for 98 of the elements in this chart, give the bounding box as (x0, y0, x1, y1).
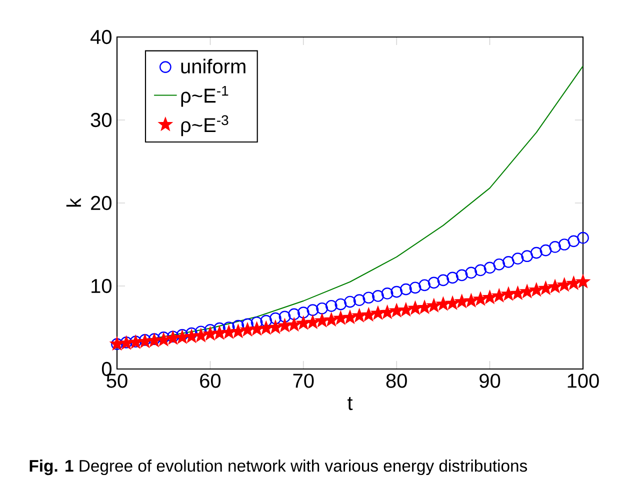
point (156, 332, 170, 346)
point (521, 250, 534, 262)
point (576, 274, 590, 288)
point (530, 283, 544, 296)
point (520, 284, 534, 298)
point (278, 310, 291, 323)
point (493, 258, 506, 270)
point (324, 313, 338, 326)
point (436, 297, 450, 310)
point (511, 286, 524, 300)
point (362, 308, 376, 321)
point (325, 300, 338, 312)
point (306, 316, 320, 328)
point (372, 290, 384, 302)
y-tick-label: 30 (90, 112, 112, 128)
point (158, 332, 170, 344)
point (465, 266, 478, 279)
y-tick-label: 40 (90, 30, 112, 44)
x-tick-label: 80 (386, 374, 407, 388)
y-tick-label: 10 (92, 278, 112, 294)
point (287, 318, 301, 331)
point (316, 302, 328, 314)
point (446, 272, 458, 284)
point (484, 262, 496, 274)
point (566, 276, 580, 290)
point (399, 303, 413, 316)
point (408, 301, 422, 314)
point (288, 308, 300, 320)
point (418, 279, 430, 292)
x-axis-title: t (348, 397, 353, 410)
y-axis-title: k (66, 198, 81, 207)
point (176, 329, 188, 341)
point (240, 322, 254, 336)
point (502, 256, 514, 268)
point (492, 288, 506, 302)
point (390, 304, 404, 317)
point (390, 286, 403, 298)
point (530, 246, 542, 259)
point (371, 306, 385, 320)
point (212, 326, 226, 340)
point (568, 235, 580, 248)
point (184, 330, 198, 342)
point (456, 269, 468, 282)
point (260, 314, 272, 327)
point (558, 238, 570, 250)
point (194, 328, 208, 342)
point (437, 274, 450, 286)
point (270, 312, 282, 324)
point (259, 321, 273, 334)
point (455, 294, 469, 308)
x-tick-label: 70 (293, 374, 314, 388)
point (231, 324, 245, 338)
text: Fig. 1 Degree of evolution network with various energy distributions (30, 460, 528, 476)
point (502, 287, 516, 300)
point (343, 310, 357, 324)
x-tick-label: 60 (200, 374, 221, 388)
point (539, 281, 552, 294)
point (380, 306, 394, 318)
point (474, 292, 488, 306)
legend-label: ρ~E$^{-3}$ (181, 115, 228, 136)
point (577, 232, 589, 244)
x-tick-label: 90 (480, 374, 500, 388)
point (306, 304, 319, 316)
point (483, 290, 496, 304)
point (278, 318, 292, 332)
point (558, 278, 572, 291)
point (186, 327, 198, 340)
point (334, 298, 347, 310)
point (250, 322, 264, 335)
point (296, 316, 310, 330)
point (176, 330, 189, 344)
point (540, 244, 552, 256)
point (297, 306, 310, 318)
y-tick-label: 20 (91, 196, 112, 210)
point (428, 276, 440, 289)
legend-label: uniform (181, 58, 246, 74)
point (353, 294, 366, 306)
point (352, 308, 366, 322)
point (474, 264, 486, 276)
point (344, 296, 356, 308)
point (268, 320, 282, 334)
point (548, 280, 562, 293)
point (400, 283, 412, 296)
point (549, 241, 561, 253)
point (512, 252, 524, 265)
point (204, 327, 217, 340)
legend-label: ρ~E$^{-1}$ (181, 86, 228, 107)
point (334, 311, 348, 324)
point (362, 292, 375, 304)
point (315, 314, 329, 327)
point (464, 294, 478, 307)
point (409, 282, 422, 294)
point (427, 298, 441, 312)
point (381, 288, 394, 300)
point (418, 300, 432, 314)
x-tick-label: 100 (568, 374, 599, 388)
point (222, 325, 236, 338)
point (446, 296, 460, 310)
